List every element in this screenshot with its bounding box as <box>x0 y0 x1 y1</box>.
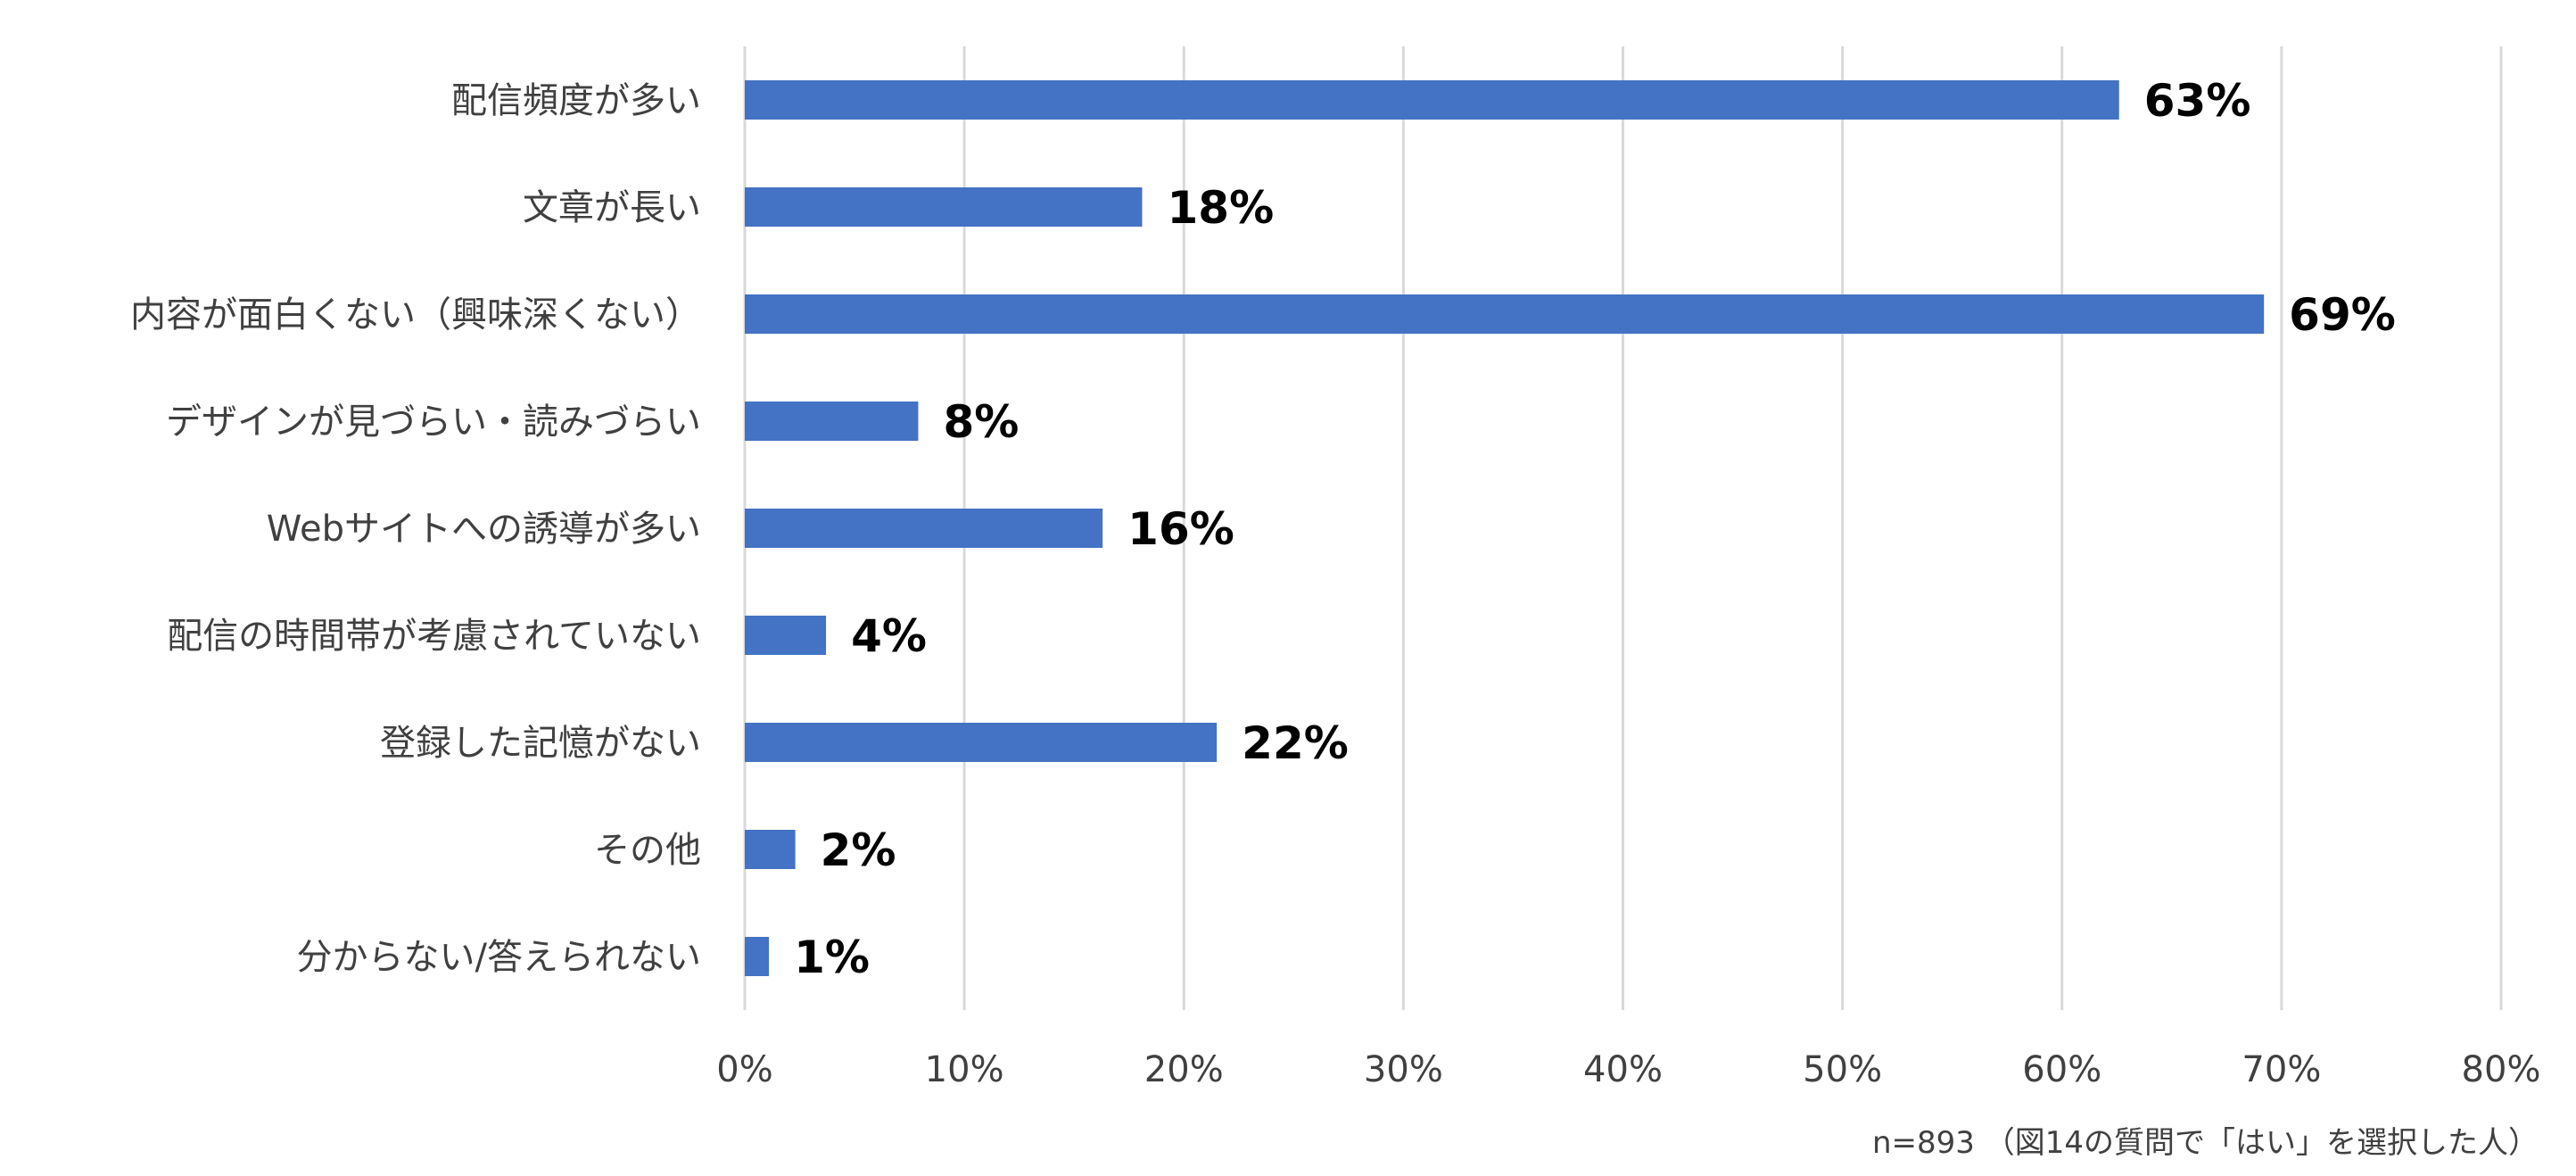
category-label-7: その他 <box>594 830 701 871</box>
bar-2 <box>745 294 2265 334</box>
bars <box>745 80 2265 976</box>
data-label-0: 63% <box>2144 75 2251 127</box>
bar-8 <box>745 937 770 976</box>
category-label-6: 登録した記憶がない <box>380 723 701 764</box>
bar-4 <box>745 509 1103 548</box>
bar-3 <box>745 402 919 441</box>
data-label-7: 2% <box>821 824 896 876</box>
category-label-8: 分からない/答えられない <box>297 937 701 978</box>
x-tick-label-80: 80% <box>2462 1049 2541 1090</box>
bar-5 <box>745 616 827 655</box>
x-tick-label-60: 60% <box>2022 1049 2101 1090</box>
category-label-3: デザインが見づらい・読みづらい <box>166 402 701 443</box>
x-axis-tick-labels: 0% 10% 20% 30% 40% 50% 60% 70% 80% <box>716 1049 2540 1090</box>
category-label-4: Webサイトへの誘導が多い <box>267 509 701 550</box>
category-label-1: 文章が長い <box>523 187 701 228</box>
x-tick-label-30: 30% <box>1364 1049 1443 1090</box>
category-label-2: 内容が面白くない（興味深くない） <box>130 294 701 335</box>
data-label-3: 8% <box>943 396 1019 448</box>
data-label-1: 18% <box>1167 182 1274 234</box>
bar-7 <box>745 830 796 869</box>
x-tick-label-50: 50% <box>1803 1049 1882 1090</box>
data-labels: 63% 18% 69% 8% 16% 4% 22% 2% 1% <box>794 75 2396 983</box>
x-tick-label-10: 10% <box>925 1049 1004 1090</box>
data-label-2: 69% <box>2289 289 2396 341</box>
x-tick-label-0: 0% <box>716 1049 772 1090</box>
data-label-8: 1% <box>794 932 870 983</box>
x-tick-label-20: 20% <box>1144 1049 1224 1090</box>
sample-size-note: n=893 （図14の質問で「はい」を選択した人） <box>1872 1125 2539 1161</box>
data-label-5: 4% <box>851 610 927 662</box>
bar-6 <box>745 723 1218 762</box>
category-label-5: 配信の時間帯が考慮されていない <box>167 616 701 657</box>
x-tick-label-40: 40% <box>1583 1049 1663 1090</box>
bar-0 <box>745 80 2119 120</box>
bar-1 <box>745 187 1143 227</box>
x-tick-label-70: 70% <box>2242 1049 2321 1090</box>
data-label-6: 22% <box>1242 717 1349 769</box>
data-label-4: 16% <box>1127 503 1234 555</box>
category-label-0: 配信頻度が多い <box>451 80 701 121</box>
